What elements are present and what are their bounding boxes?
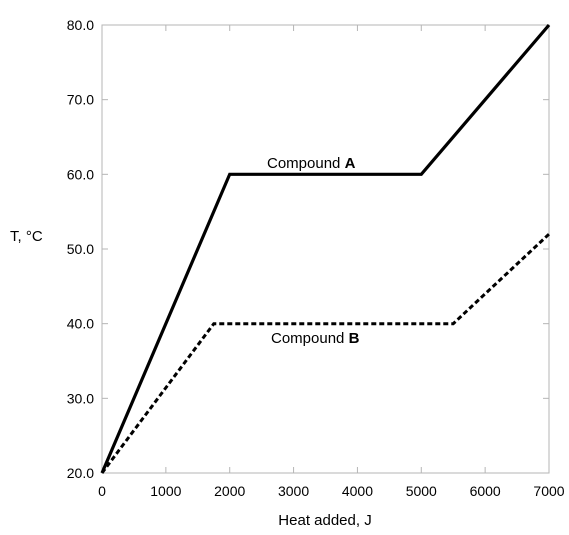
x-axis-ticks: 0 1000 2000 3000 4000 5000 6000 7000 (98, 25, 565, 499)
y-axis-title: T, °C (10, 228, 43, 245)
series-layer (100, 23, 551, 474)
x-axis-title: Heat added, J (278, 512, 371, 529)
series-label-compound-a: Compound A (267, 155, 356, 172)
x-tick-label: 3000 (278, 483, 309, 499)
series-label-compound-a-letter: A (345, 155, 356, 172)
y-tick-label: 20.0 (67, 465, 94, 481)
y-tick-label: 30.0 (67, 390, 94, 406)
x-tick-label: 1000 (150, 483, 181, 499)
y-tick-label: 40.0 (67, 316, 94, 332)
series-label-compound-b-letter: B (349, 330, 360, 347)
series-label-compound-a-prefix: Compound (267, 155, 345, 172)
x-tick-label: 7000 (533, 483, 564, 499)
x-tick-label: 6000 (470, 483, 501, 499)
series-line-compound-a (100, 23, 551, 474)
x-tick-label: 2000 (214, 483, 245, 499)
x-tick-label: 4000 (342, 483, 373, 499)
y-tick-label: 70.0 (67, 92, 94, 108)
x-tick-label: 0 (98, 483, 106, 499)
y-tick-label: 60.0 (67, 166, 94, 182)
x-tick-label: 5000 (406, 483, 437, 499)
series-label-compound-b-prefix: Compound (271, 330, 349, 347)
series-label-compound-b: Compound B (271, 330, 360, 347)
y-tick-label: 50.0 (67, 241, 94, 257)
series-line-compound-b (100, 233, 551, 474)
plot-frame (101, 24, 550, 474)
y-tick-label: 80.0 (67, 17, 94, 33)
y-axis-ticks: 20.0 30.0 40.0 50.0 60.0 70.0 80.0 (67, 17, 549, 481)
